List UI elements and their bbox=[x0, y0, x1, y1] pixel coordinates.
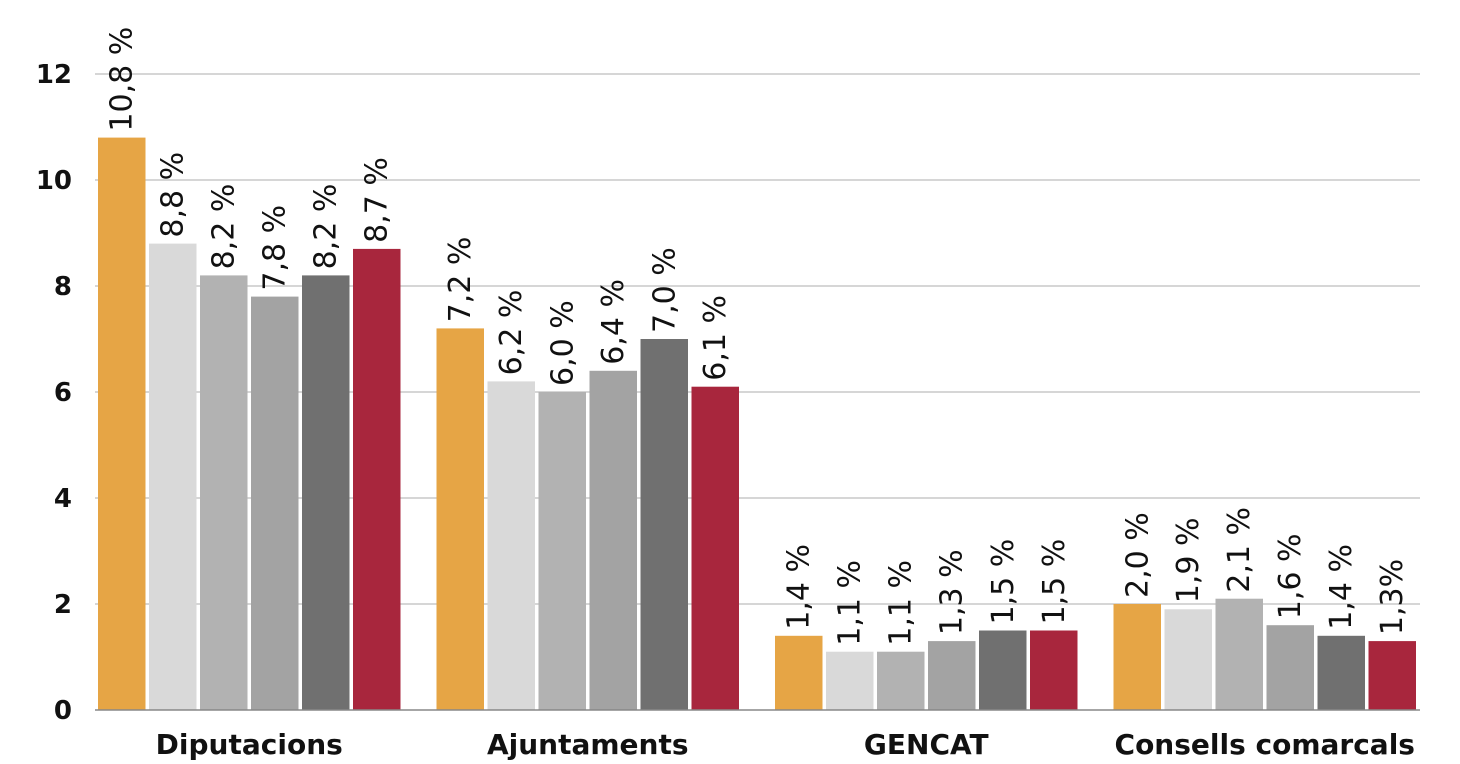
bars bbox=[98, 137, 1416, 711]
data-label: 1,4 % bbox=[1324, 544, 1359, 630]
data-label: 6,1 % bbox=[698, 295, 733, 381]
bar bbox=[877, 651, 925, 710]
bar bbox=[302, 275, 350, 710]
data-label: 7,0 % bbox=[647, 247, 682, 333]
bar bbox=[200, 275, 248, 710]
data-label: 8,7 % bbox=[360, 157, 395, 243]
bar bbox=[1030, 630, 1078, 710]
bar bbox=[1113, 604, 1161, 710]
data-label: 1,1 % bbox=[833, 560, 868, 646]
data-label: 6,2 % bbox=[494, 290, 529, 376]
data-label: 8,8 % bbox=[156, 152, 191, 238]
data-label: 8,2 % bbox=[309, 184, 344, 270]
bar bbox=[979, 630, 1027, 710]
bar bbox=[1317, 635, 1365, 710]
bar bbox=[1266, 625, 1314, 710]
bar bbox=[487, 381, 535, 710]
data-label: 1,6 % bbox=[1273, 533, 1308, 619]
data-label: 1,1 % bbox=[884, 560, 919, 646]
data-label: 1,9 % bbox=[1171, 518, 1206, 604]
y-tick-label: 12 bbox=[36, 60, 72, 90]
y-tick-label: 0 bbox=[54, 696, 72, 726]
x-axis-categories: Diputacions Ajuntaments GENCAT Consells com… bbox=[156, 728, 1415, 761]
data-label: 6,4 % bbox=[596, 279, 631, 365]
x-category-label: Diputacions bbox=[156, 728, 343, 761]
y-tick-label: 10 bbox=[36, 166, 72, 196]
y-tick-label: 2 bbox=[54, 590, 72, 620]
bar bbox=[436, 328, 484, 710]
y-tick-label: 6 bbox=[54, 378, 72, 408]
data-label: 7,8 % bbox=[258, 205, 293, 291]
bar bbox=[589, 370, 637, 710]
data-label: 10,8 % bbox=[105, 27, 140, 132]
data-label: 2,1 % bbox=[1222, 507, 1257, 593]
bar bbox=[1215, 598, 1263, 710]
data-labels: 10,8 % 8,8 % 8,2 % 7,8 % 8,2 % 8,7 % 7,2 % 6,2 … bbox=[105, 27, 1411, 646]
y-axis-ticks: 0 2 4 6 8 10 12 bbox=[36, 60, 72, 726]
bar bbox=[928, 641, 976, 710]
bar bbox=[1164, 609, 1212, 710]
data-label: 1,3% bbox=[1375, 559, 1410, 635]
data-label: 2,0 % bbox=[1120, 512, 1155, 598]
bar bbox=[691, 386, 739, 710]
bar bbox=[640, 339, 688, 710]
y-tick-label: 4 bbox=[54, 484, 72, 514]
data-label: 7,2 % bbox=[443, 237, 478, 323]
y-tick-label: 8 bbox=[54, 272, 72, 302]
bar bbox=[251, 296, 299, 710]
bar bbox=[538, 392, 586, 710]
bar bbox=[353, 248, 401, 710]
x-category-label: Consells comarcals bbox=[1115, 728, 1415, 761]
bar bbox=[149, 243, 197, 710]
data-label: 1,4 % bbox=[782, 544, 817, 630]
bar bbox=[1368, 641, 1416, 710]
data-label: 6,0 % bbox=[545, 300, 580, 386]
bar bbox=[98, 137, 146, 711]
data-label: 1,5 % bbox=[1037, 539, 1072, 625]
x-category-label: Ajuntaments bbox=[487, 728, 689, 761]
data-label: 1,3 % bbox=[935, 549, 970, 635]
data-label: 1,5 % bbox=[986, 539, 1021, 625]
x-category-label: GENCAT bbox=[864, 728, 989, 761]
bar bbox=[826, 651, 874, 710]
data-label: 8,2 % bbox=[207, 184, 242, 270]
bar bbox=[775, 635, 823, 710]
